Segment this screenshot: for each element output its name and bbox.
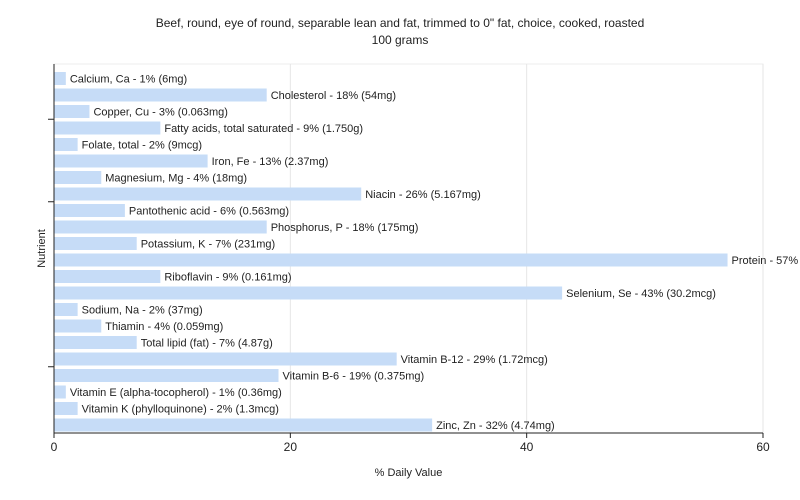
bar [54, 171, 102, 184]
bar [54, 270, 161, 283]
bar [54, 319, 102, 333]
bar-label: Magnesium, Mg - 4% (18mg) [105, 173, 247, 185]
bars: Calcium, Ca - 1% (6mg) Cholesterol - 18% … [54, 72, 800, 432]
bar [54, 369, 279, 382]
bar [54, 187, 362, 201]
bar [54, 154, 208, 168]
bar-label: Total lipid (fat) - 7% (4.87g) [141, 338, 273, 350]
bar [54, 220, 267, 234]
x-tick-label: 20 [284, 440, 298, 454]
x-tick-label: 0 [51, 440, 58, 454]
bar-label: Calcium, Ca - 1% (6mg) [70, 74, 187, 86]
bar [54, 88, 267, 102]
bar-label: Cholesterol - 18% (54mg) [271, 90, 396, 102]
bar-label: Fatty acids, total saturated - 9% (1.750… [164, 123, 363, 135]
y-axis-title: Nutrient [36, 229, 48, 268]
bar-label: Zinc, Zn - 32% (4.74mg) [436, 420, 555, 432]
bar [54, 121, 161, 135]
bar-label: Niacin - 26% (5.167mg) [365, 189, 481, 201]
bar-label: Vitamin K (phylloquinone) - 2% (1.3mcg) [82, 404, 279, 416]
bar-label: Vitamin E (alpha-tocopherol) - 1% (0.36m… [70, 387, 282, 399]
bar-label: Potassium, K - 7% (231mg) [141, 239, 276, 251]
bar-label: Vitamin B-6 - 19% (0.375mg) [283, 371, 425, 383]
bar [54, 303, 78, 316]
bar-label: Folate, total - 2% (9mcg) [82, 140, 202, 152]
bar-label: Protein - 57% (28.58g) [732, 255, 800, 267]
bar [54, 72, 66, 85]
bar [54, 253, 728, 267]
axes: 0 20 40 60 [48, 64, 770, 454]
bar [54, 418, 433, 432]
bar-label: Copper, Cu - 3% (0.063mg) [93, 107, 228, 119]
bar [54, 138, 78, 151]
bar-label: Pantothenic acid - 6% (0.563mg) [129, 206, 289, 218]
bar [54, 385, 66, 399]
bar-label: Iron, Fe - 13% (2.37mg) [212, 156, 329, 168]
x-tick-label: 40 [520, 440, 534, 454]
bar [54, 286, 563, 300]
bar [54, 204, 125, 217]
bar [54, 336, 137, 349]
bar [54, 105, 90, 118]
x-axis-title: % Daily Value [375, 467, 443, 479]
bar-label: Phosphorus, P - 18% (175mg) [271, 222, 419, 234]
bar [54, 237, 137, 250]
chart-subtitle: 100 grams [371, 33, 429, 47]
chart-title: Beef, round, eye of round, separable lea… [155, 16, 645, 30]
bar [54, 352, 397, 366]
bar-label: Selenium, Se - 43% (30.2mcg) [566, 288, 716, 300]
bar-label: Sodium, Na - 2% (37mg) [82, 305, 203, 317]
bar-label: Riboflavin - 9% (0.161mg) [164, 272, 291, 284]
bar-label: Thiamin - 4% (0.059mg) [105, 321, 223, 333]
bar [54, 402, 78, 415]
bar-label: Vitamin B-12 - 29% (1.72mcg) [401, 354, 548, 366]
x-tick-label: 60 [756, 440, 770, 454]
